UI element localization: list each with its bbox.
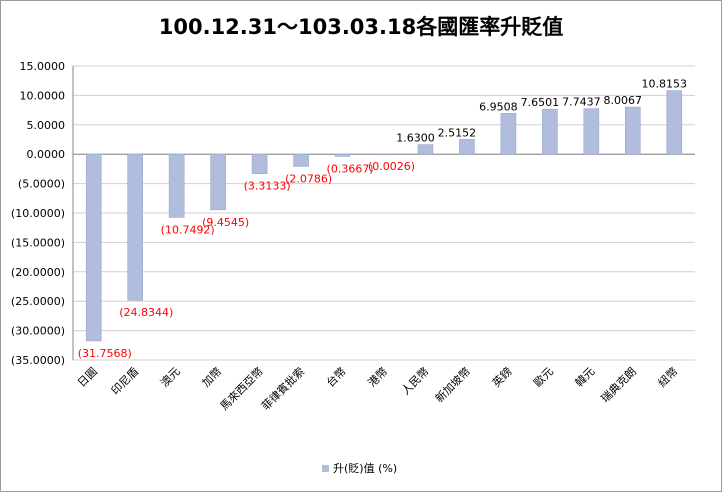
bar [666, 90, 683, 155]
x-tick-label: 加幣 [200, 365, 225, 390]
bar [293, 153, 309, 167]
bar [459, 139, 475, 155]
y-tick-label: (35.0000) [11, 354, 65, 367]
x-tick-label: 瑞典克朗 [598, 364, 639, 405]
data-label: 8.0067 [604, 94, 643, 107]
x-tick-label: 菲律賓批索 [258, 364, 307, 413]
y-tick-label: (30.0000) [11, 325, 65, 338]
data-label: (9.4545) [202, 216, 249, 229]
data-label: (3.3133) [244, 180, 291, 193]
chart-title: 100.12.31～103.03.18各國匯率升貶值 [158, 15, 564, 39]
y-tick-label: (10.0000) [11, 207, 65, 220]
x-tick-label: 韓元 [573, 365, 598, 390]
y-tick-label: (5.0000) [18, 178, 65, 191]
data-label: 10.8153 [642, 78, 688, 91]
x-tick-label: 人民幣 [399, 365, 432, 398]
x-tick-label: 台幣 [323, 364, 348, 389]
y-tick-label: 5.0000 [27, 119, 66, 132]
x-tick-label: 日圓 [75, 365, 100, 390]
bar [210, 153, 226, 211]
data-label: (0.0026) [368, 160, 415, 173]
bar [376, 153, 392, 156]
bar [417, 144, 434, 155]
x-tick-label: 港幣 [365, 365, 390, 390]
bar [500, 113, 517, 155]
bar [334, 153, 351, 157]
y-tick-label: 0.0000 [27, 148, 66, 161]
data-label: (10.7492) [161, 223, 215, 236]
x-tick-label: 紐幣 [656, 365, 681, 390]
data-label: 7.6501 [521, 96, 560, 109]
data-label: 7.7437 [562, 96, 601, 109]
x-tick-label: 歐元 [531, 364, 556, 389]
bar [583, 108, 600, 155]
bar [127, 153, 143, 301]
bar [542, 108, 558, 155]
y-tick-label: (20.0000) [11, 266, 65, 279]
y-tick-label: 10.0000 [20, 89, 66, 102]
data-label: 6.9508 [479, 100, 518, 113]
legend-label: 升(貶)值 (%) [333, 462, 398, 475]
bar [85, 153, 102, 342]
data-label: (0.3667) [327, 162, 374, 175]
data-label: (31.7568) [78, 347, 132, 360]
bar [251, 153, 268, 174]
bar [168, 153, 185, 218]
x-tick-label: 印尼盾 [109, 365, 142, 398]
x-tick-label: 英鎊 [489, 364, 514, 389]
legend: 升(貶)值 (%) [322, 460, 397, 476]
y-tick-label: (15.0000) [11, 236, 65, 249]
data-label: 1.6300 [396, 132, 435, 145]
legend-swatch [322, 464, 329, 472]
data-label: (24.8344) [119, 306, 173, 319]
data-label: (2.0786) [285, 172, 332, 185]
bar [624, 106, 641, 155]
x-tick-label: 新加坡幣 [432, 364, 473, 405]
y-tick-label: (25.0000) [11, 295, 65, 308]
data-label: 2.5152 [438, 126, 477, 139]
x-tick-label: 馬來西亞幣 [218, 365, 266, 413]
y-tick-label: 15.0000 [20, 60, 66, 73]
x-tick-label: 澳元 [158, 365, 183, 390]
